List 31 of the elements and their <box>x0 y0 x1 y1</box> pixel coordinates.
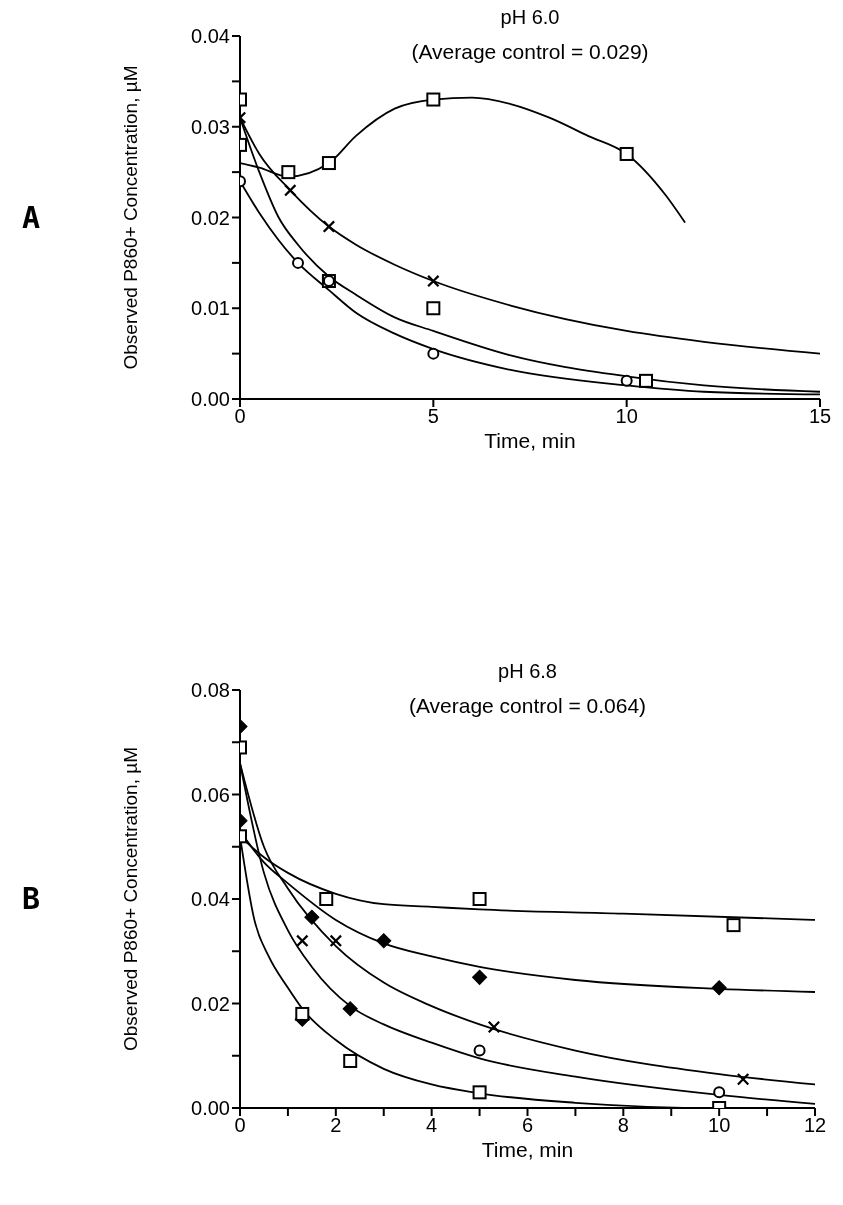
y-tick-label: 0.03 <box>191 115 230 138</box>
chart-subtitle: (Average control = 0.029) <box>410 40 650 64</box>
x-tick-label: 15 <box>808 405 832 428</box>
chart-title: pH 6.8 <box>497 660 558 683</box>
x-tick-label: 2 <box>330 1114 342 1137</box>
y-tick-label: 0.00 <box>191 1097 230 1120</box>
y-tick-label: 0.01 <box>191 297 230 320</box>
x-tick-label: 0 <box>234 405 246 428</box>
text: A <box>22 199 41 235</box>
chart-subtitle: (Average control = 0.064) <box>407 694 648 718</box>
y-tick-label: 0.08 <box>191 679 230 702</box>
x-axis-title: Time, min <box>484 428 576 452</box>
chart-title: pH 6.0 <box>499 6 561 29</box>
y-tick-label: 0.04 <box>191 25 230 48</box>
x-tick-label: 10 <box>708 1114 731 1137</box>
y-tick-label: 0.02 <box>191 206 230 229</box>
y-tick-label: 0.02 <box>191 992 230 1015</box>
x-tick-label: 0 <box>234 1114 246 1137</box>
y-axis-title: Observed P860+ Concentration, µM <box>119 65 141 370</box>
x-tick-label: 10 <box>615 405 638 428</box>
x-tick-label: 8 <box>617 1114 629 1137</box>
y-tick-label: 0.06 <box>191 783 230 806</box>
x-tick-label: 6 <box>521 1114 534 1137</box>
y-axis-title: Observed P860+ Concentration, µM <box>119 746 141 1052</box>
x-tick-label: 5 <box>427 405 439 428</box>
text: B <box>22 881 41 916</box>
x-tick-label: 4 <box>426 1114 438 1137</box>
y-tick-label: 0.04 <box>191 888 230 911</box>
y-tick-label: 0.00 <box>191 388 230 411</box>
x-axis-title: Time, min <box>481 1137 574 1161</box>
x-tick-label: 12 <box>803 1114 827 1137</box>
